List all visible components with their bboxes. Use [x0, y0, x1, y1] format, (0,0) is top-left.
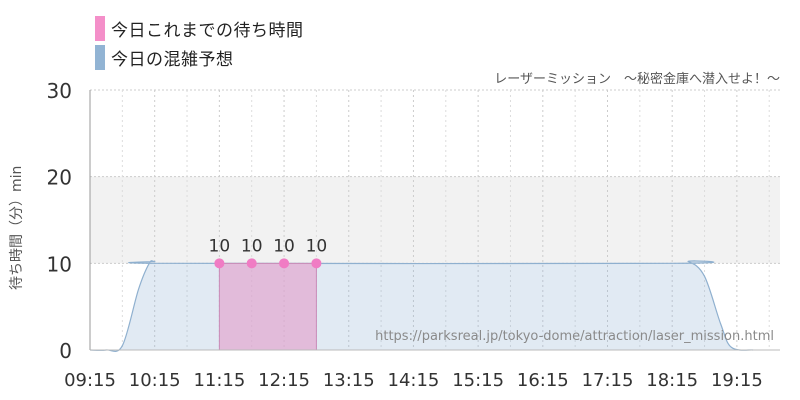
x-tick-label-3: 12:15: [258, 370, 310, 391]
x-tick-label-5: 14:15: [388, 370, 440, 391]
waiting-point-2: [279, 258, 290, 269]
y-tick-label-3: 30: [47, 79, 72, 103]
x-tick-label-9: 18:15: [646, 370, 698, 391]
legend: 今日これまでの待ち時間 今日の混雑予想: [95, 14, 304, 72]
legend-item-waiting: 今日これまでの待ち時間: [95, 14, 304, 43]
legend-item-forecast: 今日の混雑予想: [95, 43, 304, 72]
chart-subtitle: レーザーミッション ～秘密金庫へ潜入せよ！～: [494, 72, 780, 87]
x-tick-label-2: 11:15: [193, 370, 245, 391]
waiting-point-1: [246, 258, 257, 269]
x-tick-label-0: 09:15: [64, 370, 116, 391]
waiting-label-3: 10: [306, 236, 328, 256]
x-tick-label-7: 16:15: [517, 370, 569, 391]
legend-label-waiting: 今日これまでの待ち時間: [111, 21, 304, 41]
y-tick-label-2: 20: [47, 166, 72, 190]
shaded-band: [90, 176, 780, 264]
waiting-area: [218, 262, 317, 351]
x-tick-label-4: 13:15: [323, 370, 375, 391]
legend-label-forecast: 今日の混雑予想: [111, 50, 234, 70]
waiting-point-0: [214, 258, 225, 269]
y-tick-label-0: 0: [59, 339, 72, 363]
source-url: https://parksreal.jp/tokyo-dome/attracti…: [375, 329, 774, 344]
waiting-label-1: 10: [241, 236, 263, 256]
x-tick-label-6: 15:15: [452, 370, 504, 391]
x-tick-label-8: 17:15: [582, 370, 634, 391]
waiting-label-0: 10: [209, 236, 231, 256]
waiting-point-3: [311, 258, 322, 269]
legend-swatch-forecast: [95, 45, 105, 70]
waiting-label-2: 10: [273, 236, 295, 256]
legend-swatch-waiting: [95, 16, 105, 41]
x-tick-label-1: 10:15: [129, 370, 181, 391]
x-tick-label-10: 19:15: [711, 370, 763, 391]
y-tick-label-1: 10: [47, 252, 72, 276]
